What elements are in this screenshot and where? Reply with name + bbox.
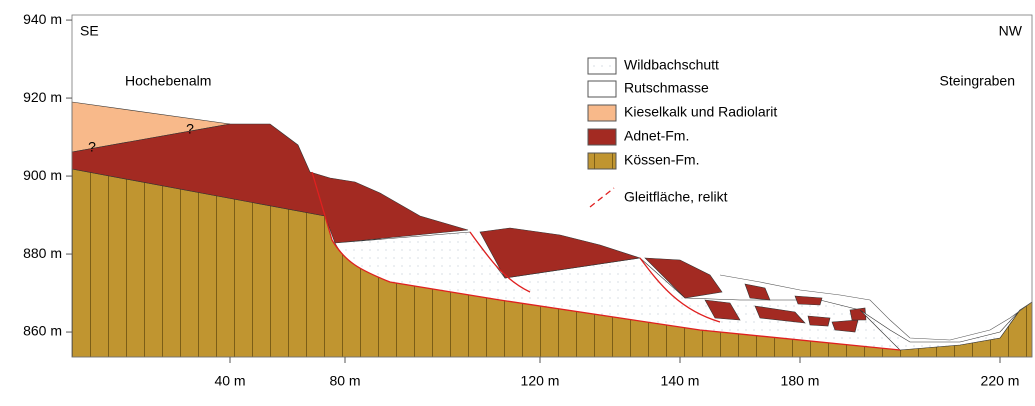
legend-label: Adnet-Fm. [624, 128, 689, 144]
axes: 940 m 920 m 900 m 880 m 860 m 40 m 80 m 120 m 14… [23, 11, 1019, 389]
x-tick-label: 40 m [214, 373, 245, 389]
legend-swatch [587, 152, 617, 170]
site-label: Steingraben [939, 73, 1015, 89]
adnet-block [754, 305, 806, 324]
direction-label: NW [999, 23, 1023, 39]
geology [71, 101, 1033, 358]
legend [587, 57, 617, 208]
adnet-block [831, 319, 859, 333]
legend-swatch [587, 104, 617, 122]
x-tick-label: 180 m [781, 373, 820, 389]
frame [71, 14, 1033, 358]
adnet-block [479, 227, 641, 279]
question-mark: ? [186, 121, 194, 137]
adnet-block [794, 295, 823, 306]
x-tick-label: 220 m [981, 373, 1020, 389]
x-tick-label: 80 m [329, 373, 360, 389]
legend-swatch [589, 187, 615, 208]
y-tick-label: 920 m [23, 89, 62, 105]
legend-label: Rutschmasse [624, 80, 709, 96]
legend-label: Kössen-Fm. [624, 152, 699, 168]
adnet-block [744, 283, 771, 301]
legend-swatch [587, 80, 617, 98]
x-tick-label: 120 m [521, 373, 560, 389]
legend-label: Wildbachschutt [624, 57, 719, 73]
question-mark: ? [88, 139, 96, 155]
direction-label: SE [80, 23, 99, 39]
legend-label: Gleitfläche, relikt [624, 189, 728, 205]
legend-labels: Wildbachschutt Rutschmasse Kieselkalk und … [624, 57, 777, 205]
y-tick-label: 860 m [23, 323, 62, 339]
y-tick-label: 940 m [23, 11, 62, 27]
wildbachschutt [859, 309, 1021, 351]
legend-swatch [587, 128, 617, 146]
site-label: Hochebenalm [125, 73, 211, 89]
surface-line [719, 274, 1033, 341]
adnet-block [704, 299, 741, 321]
legend-swatch [587, 57, 617, 75]
adnet-block [807, 315, 831, 327]
slide-surfaces [311, 171, 901, 351]
y-tick-label: 880 m [23, 245, 62, 261]
y-tick-label: 900 m [23, 167, 62, 183]
adnet-block [644, 257, 723, 299]
legend-label: Kieselkalk und Radiolarit [624, 104, 777, 120]
x-tick-label: 140 m [661, 373, 700, 389]
